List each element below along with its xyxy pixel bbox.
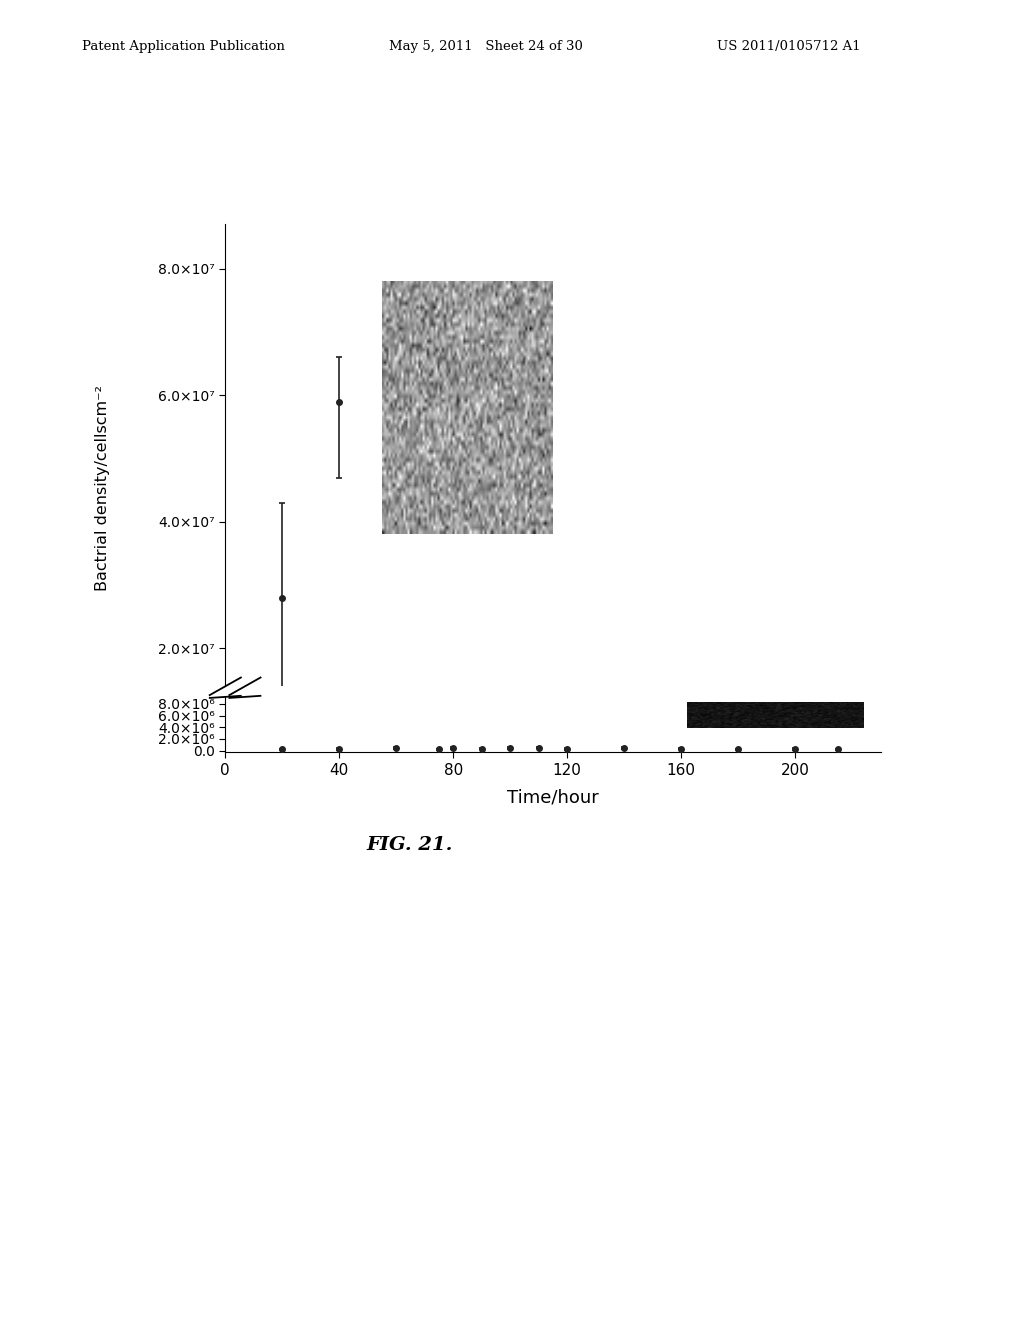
Text: May 5, 2011   Sheet 24 of 30: May 5, 2011 Sheet 24 of 30 xyxy=(389,40,583,53)
X-axis label: Time/hour: Time/hour xyxy=(507,789,599,807)
Text: Patent Application Publication: Patent Application Publication xyxy=(82,40,285,53)
Text: US 2011/0105712 A1: US 2011/0105712 A1 xyxy=(717,40,860,53)
Text: FIG. 21.: FIG. 21. xyxy=(367,836,453,854)
Text: Bactrial density/cellscm⁻²: Bactrial density/cellscm⁻² xyxy=(95,385,110,591)
